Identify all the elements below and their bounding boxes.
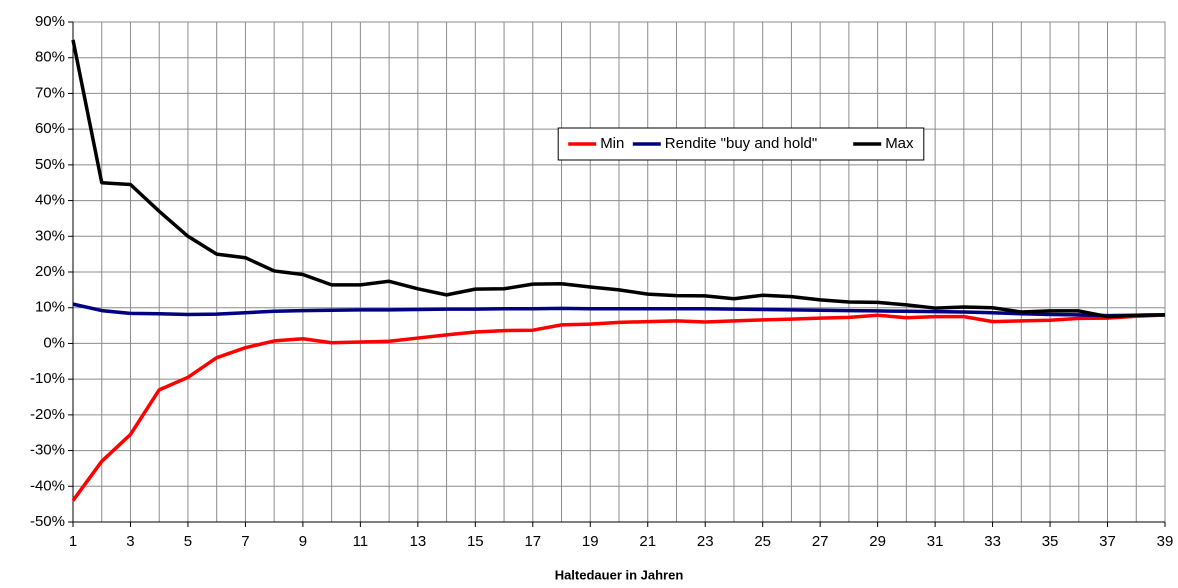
x-tick-label: 11 xyxy=(353,533,369,550)
x-tick-label: 3 xyxy=(126,533,134,550)
x-tick-label: 9 xyxy=(299,533,307,550)
x-tick-label: 31 xyxy=(927,533,944,550)
legend-label: Max xyxy=(885,135,914,152)
y-tick-label: 50% xyxy=(35,156,65,173)
y-tick-label: -20% xyxy=(30,406,65,423)
x-tick-label: 25 xyxy=(754,533,771,550)
y-tick-label: -40% xyxy=(30,477,65,494)
x-tick-label: 33 xyxy=(984,533,1001,550)
y-tick-label: -50% xyxy=(30,513,65,530)
x-tick-label: 29 xyxy=(869,533,886,550)
y-tick-label: 80% xyxy=(35,49,65,66)
series-line xyxy=(71,39,1166,319)
y-tick-label: -10% xyxy=(30,370,65,387)
x-tick-label: 1 xyxy=(69,533,77,550)
x-tick-label: 39 xyxy=(1157,533,1174,550)
y-tick-label: -30% xyxy=(30,442,65,459)
y-tick-label: 0% xyxy=(43,334,65,351)
legend-label: Min xyxy=(600,135,624,152)
series-line xyxy=(71,313,1166,502)
x-tick-label: 5 xyxy=(184,533,192,550)
legend: Min Rendite "buy and hold" Max xyxy=(557,127,925,161)
x-tick-label: 13 xyxy=(409,533,426,550)
series-line xyxy=(72,302,1166,318)
x-tick-label: 35 xyxy=(1042,533,1059,550)
x-tick-label: 27 xyxy=(812,533,829,550)
y-tick-label: 60% xyxy=(35,120,65,137)
x-tick-label: 7 xyxy=(241,533,249,550)
x-tick-label: 21 xyxy=(639,533,656,550)
y-tick-label: 70% xyxy=(35,84,65,101)
y-tick-label: 10% xyxy=(35,299,65,316)
y-tick-label: 20% xyxy=(35,263,65,280)
x-tick-label: 23 xyxy=(697,533,714,550)
x-tick-label: 15 xyxy=(467,533,484,550)
y-tick-label: 30% xyxy=(35,227,65,244)
x-tick-label: 19 xyxy=(582,533,599,550)
y-tick-label: 40% xyxy=(35,192,65,209)
legend-label: Rendite "buy and hold" xyxy=(665,135,817,152)
y-tick-label: 90% xyxy=(35,13,65,30)
x-tick-label: 37 xyxy=(1099,533,1116,550)
x-axis-title: Haltedauer in Jahren xyxy=(555,567,684,582)
x-tick-label: 17 xyxy=(524,533,541,550)
